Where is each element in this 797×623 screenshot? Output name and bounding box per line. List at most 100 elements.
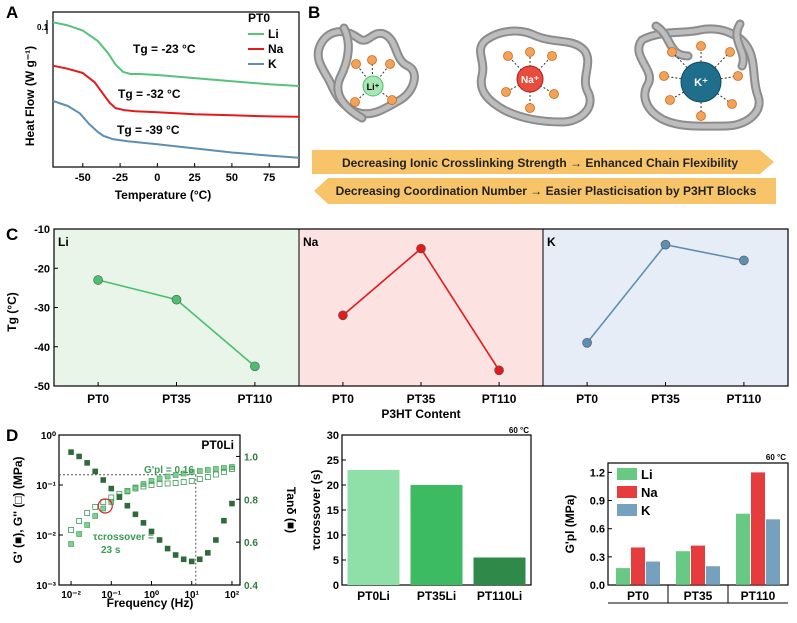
x-tick-label: 10⁻¹ [101,590,121,601]
y-tick-label: 10⁻³ [36,581,56,592]
coordinating-group [727,99,737,109]
tg-point-k [582,338,592,348]
right-y-tick-label: 0.8 [244,495,258,506]
y-tick-label: 0.9 [590,496,605,508]
d1-x-axis-label: Frequency (Hz) [107,596,194,610]
y-tick-label: -20 [34,263,50,275]
x-tick-label: PT0 [332,392,354,406]
x-tick-label: PT110 [727,392,762,406]
gdoubleprime-point [68,527,74,533]
dsc-curve-li [52,21,300,87]
y-tick-label: 10 [327,530,339,542]
tg-annotation-li: Tg = -23 °C [133,42,196,56]
polymer-chain-highlight [636,26,762,129]
dsc-curve-na [52,64,300,118]
svg-text:K⁺: K⁺ [694,77,708,89]
y-tick-label: -10 [34,224,50,236]
gdoubleprime-point [221,469,227,475]
tg-point-na [494,365,504,376]
right-y-tick-label: 0.6 [244,538,258,549]
gprime-point [213,466,219,472]
a-y-axis-label: Heat Flow (W g⁻¹) [23,46,37,146]
gprime-point [180,470,187,477]
coordinating-group [385,59,395,69]
coordinating-group [696,41,706,51]
tand-point [148,528,155,535]
panel-b-label: B [308,3,320,22]
panel-d-tau-chart: 0 5 10 15 20 25 30 PT0Li PT35Li PT110Li 60 °C τcr… [309,426,532,603]
coordinating-group [665,95,675,105]
d3-note: 60 °C [766,453,786,462]
na-ion: Na⁺ [516,65,544,93]
d1-frame [58,434,241,586]
tand-point [108,485,115,492]
coordinating-group [733,71,743,81]
k-ion: K⁺ [680,61,722,103]
tg-point-na [338,310,348,321]
y-tick-label: 25 [327,455,339,467]
y-tick-label: 0.0 [590,580,605,592]
gprime-point [84,522,90,528]
d1-right-axis-label: Tanδ (■) [284,487,298,533]
y-tick-label: 10⁻¹ [36,481,56,492]
subpanel-label-k: K [547,235,556,249]
legend-label-na: Na [641,485,658,500]
arrow-right-text: Decreasing Ionic Crosslinking Strength →… [342,156,738,170]
x-tick-label: PT35Li [417,589,456,603]
gpl-bar-k [766,519,780,585]
gdoubleprime-point [108,494,115,501]
coordinating-group [351,59,361,69]
legend-label-li: Li [268,27,279,41]
gprime-point [229,464,235,470]
tand-point [76,453,82,460]
gpl-bar-li [616,568,630,585]
scale-bar-label: 0.1 [37,23,49,32]
panel-d-gpl-chart: 0.0 0.3 0.6 0.9 1.2 PT0 PT35 PT110 60 °C G'pl (… [563,453,789,604]
gdoubleprime-point [172,480,179,486]
panel-c-label: C [6,225,18,244]
tand-point [180,556,187,563]
tand-point [84,460,90,466]
x-tick-label: PT35 [407,392,436,406]
right-y-tick-label: 1.0 [244,452,258,463]
gdoubleprime-point [76,518,83,524]
y-tick-label: 5 [333,555,339,567]
coordinating-group [525,103,535,113]
tand-point [213,537,219,543]
gprime-point [196,468,203,474]
tau-bar-pt0li [347,470,400,585]
panel-c-tg-chart: Li Na K -10 -20 -30 -40 -50 PT0 PT35 PT110 PT0 PT… [5,224,789,421]
gpl-bar-k [706,566,720,585]
coordinating-group [696,111,706,121]
x-tick-label: 10⁰ [144,590,159,601]
coordination-bond [671,51,702,83]
x-tick-label: PT0 [627,589,649,603]
gprime-point [205,467,211,473]
gdoubleprime-point [132,485,139,492]
gprime-point [100,505,107,512]
tg-annotation-na: Tg = -32 °C [118,87,181,101]
gprime-point [148,478,155,484]
gprime-point [188,469,195,475]
coordinating-group [667,47,677,57]
c-x-axis-label: P3HT Content [381,407,460,421]
crossover-value: 23 s [101,545,121,556]
gdoubleprime-point [204,474,211,480]
legend-label-k: K [641,503,651,518]
x-tick-label: PT110 [238,392,273,406]
gpl-bar-na [631,547,645,585]
x-tick-label: PT110 [741,589,776,603]
dsc-curve-k [52,99,300,159]
x-tick-label: 10² [225,590,240,601]
bg-li [54,229,299,386]
tand-point [116,494,123,500]
panel-a-label: A [6,3,18,22]
y-tick-label: 10⁰ [41,431,56,442]
x-tick-label: -50 [75,172,91,184]
gpl-bar-k [646,561,660,585]
gdoubleprime-point [229,466,235,472]
y-tick-label: 1.2 [590,467,605,479]
tg-annotation-k: Tg = -39 °C [117,123,180,137]
coordinating-group [725,47,735,57]
